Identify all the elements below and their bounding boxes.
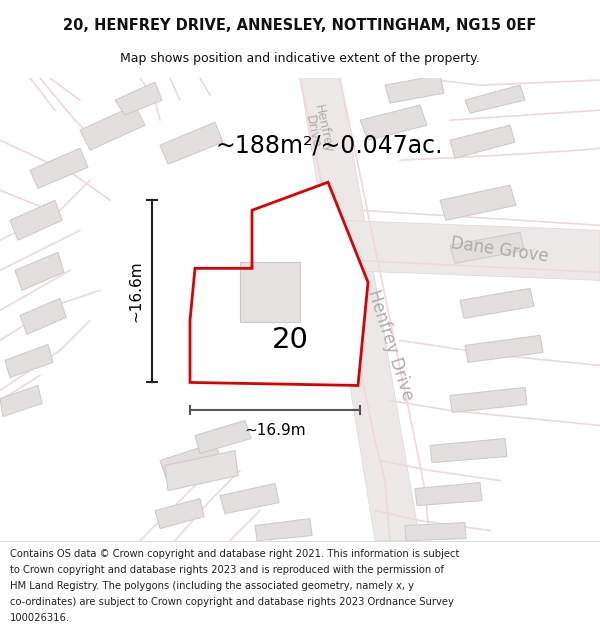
Text: Map shows position and indicative extent of the property.: Map shows position and indicative extent… (120, 52, 480, 65)
Polygon shape (15, 253, 64, 291)
Text: HM Land Registry. The polygons (including the associated geometry, namely x, y: HM Land Registry. The polygons (includin… (10, 581, 414, 591)
Polygon shape (450, 388, 527, 412)
Polygon shape (450, 232, 524, 263)
Polygon shape (30, 148, 88, 188)
Text: 20: 20 (272, 326, 308, 354)
Polygon shape (340, 220, 600, 281)
Polygon shape (240, 262, 300, 322)
Polygon shape (0, 386, 42, 416)
Text: Henfrey Drive: Henfrey Drive (364, 288, 416, 403)
Text: ~16.6m: ~16.6m (128, 261, 143, 322)
Polygon shape (190, 182, 368, 386)
Polygon shape (415, 482, 482, 506)
Polygon shape (450, 125, 515, 158)
Polygon shape (430, 439, 507, 462)
Text: 100026316.: 100026316. (10, 612, 70, 622)
Text: co-ordinates) are subject to Crown copyright and database rights 2023 Ordnance S: co-ordinates) are subject to Crown copyr… (10, 597, 454, 607)
Text: Dane Grove: Dane Grove (450, 234, 550, 266)
Polygon shape (300, 78, 420, 541)
Polygon shape (5, 344, 53, 377)
Polygon shape (440, 185, 516, 220)
Polygon shape (10, 200, 62, 240)
Text: Contains OS data © Crown copyright and database right 2021. This information is : Contains OS data © Crown copyright and d… (10, 549, 460, 559)
Polygon shape (160, 442, 222, 481)
Polygon shape (465, 85, 525, 113)
Polygon shape (155, 499, 204, 529)
Polygon shape (465, 336, 543, 362)
Polygon shape (195, 421, 251, 454)
Polygon shape (460, 288, 534, 318)
Text: ~16.9m: ~16.9m (244, 423, 306, 438)
Polygon shape (165, 451, 238, 491)
Polygon shape (360, 105, 427, 140)
Polygon shape (405, 522, 466, 541)
Polygon shape (385, 75, 444, 103)
Text: Henfrey
Drive: Henfrey Drive (301, 104, 335, 157)
Polygon shape (115, 82, 162, 115)
Polygon shape (160, 122, 223, 164)
Text: ~188m²/~0.047ac.: ~188m²/~0.047ac. (215, 133, 443, 158)
Text: to Crown copyright and database rights 2023 and is reproduced with the permissio: to Crown copyright and database rights 2… (10, 565, 444, 575)
Polygon shape (255, 519, 312, 541)
Polygon shape (80, 105, 145, 150)
Polygon shape (220, 484, 279, 514)
Polygon shape (20, 298, 66, 334)
Text: 20, HENFREY DRIVE, ANNESLEY, NOTTINGHAM, NG15 0EF: 20, HENFREY DRIVE, ANNESLEY, NOTTINGHAM,… (64, 18, 536, 32)
